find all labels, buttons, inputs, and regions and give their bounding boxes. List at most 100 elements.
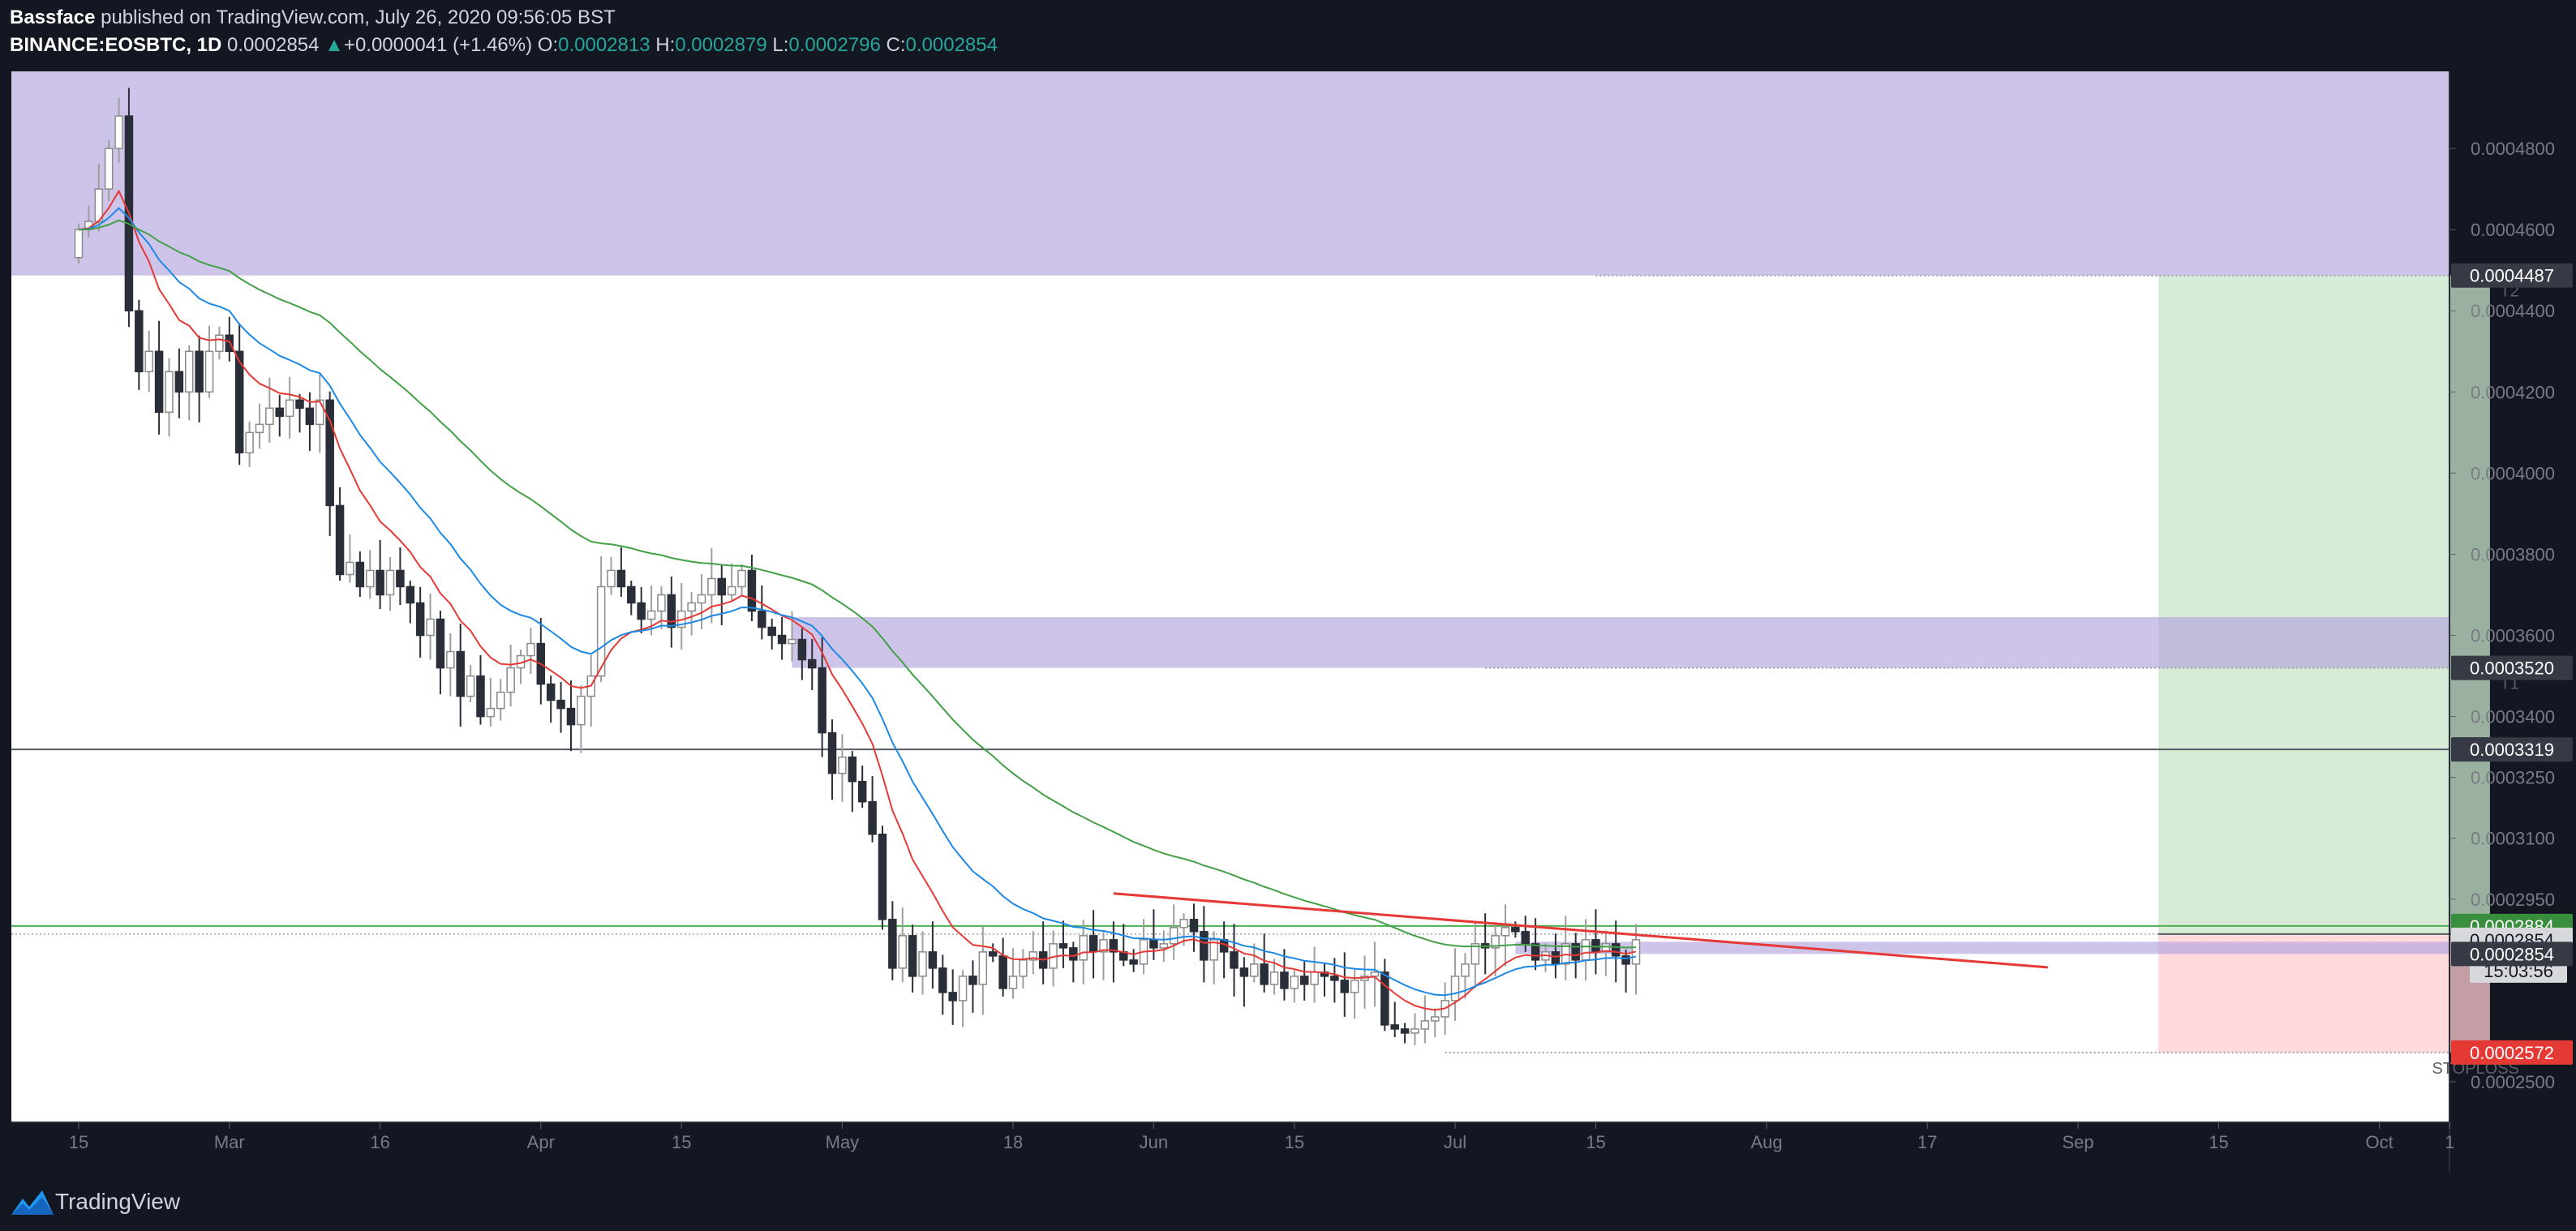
price-label[interactable]: 0.0003520 [2470,658,2554,679]
candle[interactable] [968,960,977,1013]
candle[interactable] [1299,960,1309,1001]
candle[interactable] [165,358,174,437]
candle[interactable] [1230,924,1239,997]
candle[interactable] [185,345,194,421]
candle[interactable] [385,556,395,611]
candle[interactable] [868,776,877,843]
candle[interactable] [1420,995,1430,1044]
candle[interactable] [355,551,365,597]
candle[interactable] [1269,959,1279,995]
candle[interactable] [1008,948,1018,999]
candle[interactable] [1250,943,1259,983]
candle[interactable] [215,326,224,360]
candle[interactable] [988,943,998,963]
price-label[interactable]: 0.0004487 [2470,266,2554,286]
candle[interactable] [135,299,144,390]
candle[interactable] [1159,930,1169,963]
price-label[interactable]: 0.0002854 [2470,944,2554,964]
candle[interactable] [1501,904,1510,967]
author-name[interactable]: Bassface [10,6,96,28]
candle[interactable] [295,393,304,433]
candle[interactable] [737,564,746,595]
candle[interactable] [827,719,837,800]
zone-box-1[interactable] [11,71,2449,276]
candle[interactable] [1200,906,1209,983]
candle[interactable] [204,325,214,398]
candle[interactable] [747,554,757,622]
candle[interactable] [436,611,445,695]
candle[interactable] [546,676,556,723]
candle[interactable] [898,907,907,983]
candle[interactable] [406,580,415,624]
candle[interactable] [1431,1008,1440,1037]
candle[interactable] [1099,931,1108,980]
candle[interactable] [758,585,766,640]
candle[interactable] [335,487,345,581]
candle[interactable] [928,921,938,989]
candle[interactable] [234,323,244,465]
candle[interactable] [1058,920,1068,968]
trendline[interactable] [1113,892,2048,969]
candle[interactable] [948,969,957,1025]
candle[interactable] [104,139,114,202]
candle[interactable] [857,766,867,809]
candle[interactable] [1450,948,1460,1021]
candle[interactable] [285,376,294,439]
symbol-name[interactable]: BINANCE:EOSBTC, 1D [10,34,222,56]
tradingview-logo-icon[interactable] [10,1187,55,1216]
candle[interactable] [848,751,857,813]
candle[interactable] [908,924,917,993]
candle[interactable] [1028,931,1038,975]
candle[interactable] [415,586,425,658]
candle[interactable] [808,639,817,691]
candle[interactable] [466,665,475,703]
candle[interactable] [707,547,716,624]
candle[interactable] [1290,970,1299,1003]
candle[interactable] [114,97,123,163]
candle[interactable] [818,637,826,757]
candle[interactable] [376,539,384,610]
candle[interactable] [1470,923,1480,989]
candle[interactable] [637,586,646,634]
candle[interactable] [657,585,666,630]
candle[interactable] [1129,949,1138,972]
candle[interactable] [616,547,626,597]
target-zone[interactable] [2158,275,2490,934]
candle[interactable] [1340,952,1350,1017]
candle[interactable] [456,624,465,727]
candle[interactable] [316,374,324,453]
ema-mid-line[interactable] [78,207,1637,997]
candle[interactable] [607,556,616,595]
candle[interactable] [1491,922,1500,976]
candle[interactable] [476,655,485,725]
candle[interactable] [396,547,405,606]
candle[interactable] [275,394,284,437]
candle[interactable] [325,391,334,536]
candle[interactable] [1601,930,1611,976]
candle[interactable] [245,421,254,467]
candle[interactable] [888,901,897,980]
candle[interactable] [365,549,375,599]
candle[interactable] [496,679,505,721]
candle[interactable] [195,335,204,422]
candle[interactable] [1169,904,1179,960]
ema-fast-line[interactable] [78,189,1637,1011]
candle[interactable] [918,931,927,995]
candle[interactable] [1380,959,1389,1032]
zone-box-3[interactable] [1515,941,2449,954]
candle[interactable] [426,593,435,660]
candle[interactable] [667,576,676,648]
candle[interactable] [1239,957,1249,1007]
candle[interactable] [556,682,565,733]
candle[interactable] [1189,903,1199,952]
candle[interactable] [1400,1023,1410,1044]
tradingview-brand[interactable]: TradingView [55,1189,181,1214]
candle[interactable] [717,564,727,626]
candle[interactable] [577,685,586,753]
candle[interactable] [687,591,696,636]
candle[interactable] [838,734,847,802]
candle[interactable] [938,954,947,1015]
candle[interactable] [627,580,636,616]
candle[interactable] [797,628,807,680]
candle[interactable] [767,619,776,650]
